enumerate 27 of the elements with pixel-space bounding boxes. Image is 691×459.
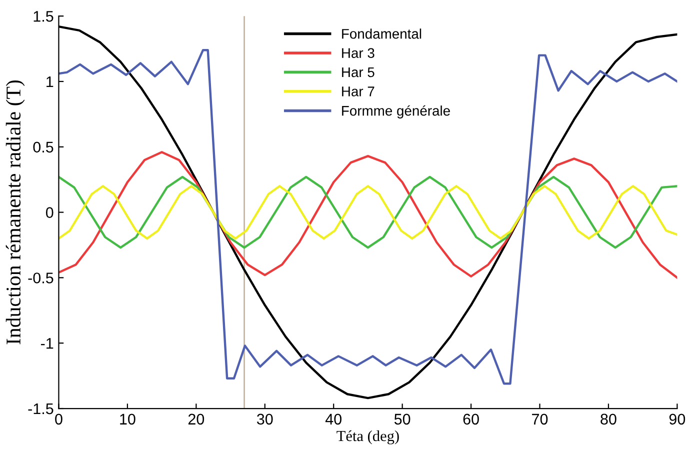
y-tick-label: 1.5 — [34, 11, 54, 22]
x-tick-label: 80 — [600, 414, 616, 425]
y-axis-title: Induction rémanente radiale (T) — [6, 80, 25, 344]
legend-label: Formme générale — [342, 105, 450, 118]
legend-label: Har 7 — [342, 86, 374, 96]
y-tick-label: -1 — [40, 338, 54, 349]
x-tick-label: 70 — [532, 414, 548, 425]
y-tick-label: -1.5 — [28, 404, 54, 414]
x-tick-label: 90 — [669, 414, 686, 425]
x-axis-title: Téta (deg) — [336, 430, 399, 444]
line-series — [58, 176, 678, 249]
x-tick-label: 10 — [120, 414, 136, 425]
y-tick-label: -0.5 — [28, 272, 54, 284]
x-tick-label: 20 — [188, 414, 204, 425]
legend-label: Har 5 — [342, 67, 374, 78]
x-tick-label: 30 — [256, 414, 273, 425]
legend-label: Har 3 — [342, 48, 374, 58]
y-tick-label: 0.5 — [33, 142, 54, 153]
x-tick-label: 60 — [463, 414, 479, 425]
x-tick-label: 40 — [325, 414, 342, 425]
y-tick-label: 1 — [46, 76, 54, 88]
line-series — [58, 185, 678, 240]
x-tick-label: 0 — [55, 414, 62, 425]
y-tick-label: 0 — [46, 207, 54, 218]
line-series — [58, 151, 678, 279]
legend-label: Fondamental — [342, 28, 422, 39]
x-tick-label: 50 — [394, 414, 410, 425]
